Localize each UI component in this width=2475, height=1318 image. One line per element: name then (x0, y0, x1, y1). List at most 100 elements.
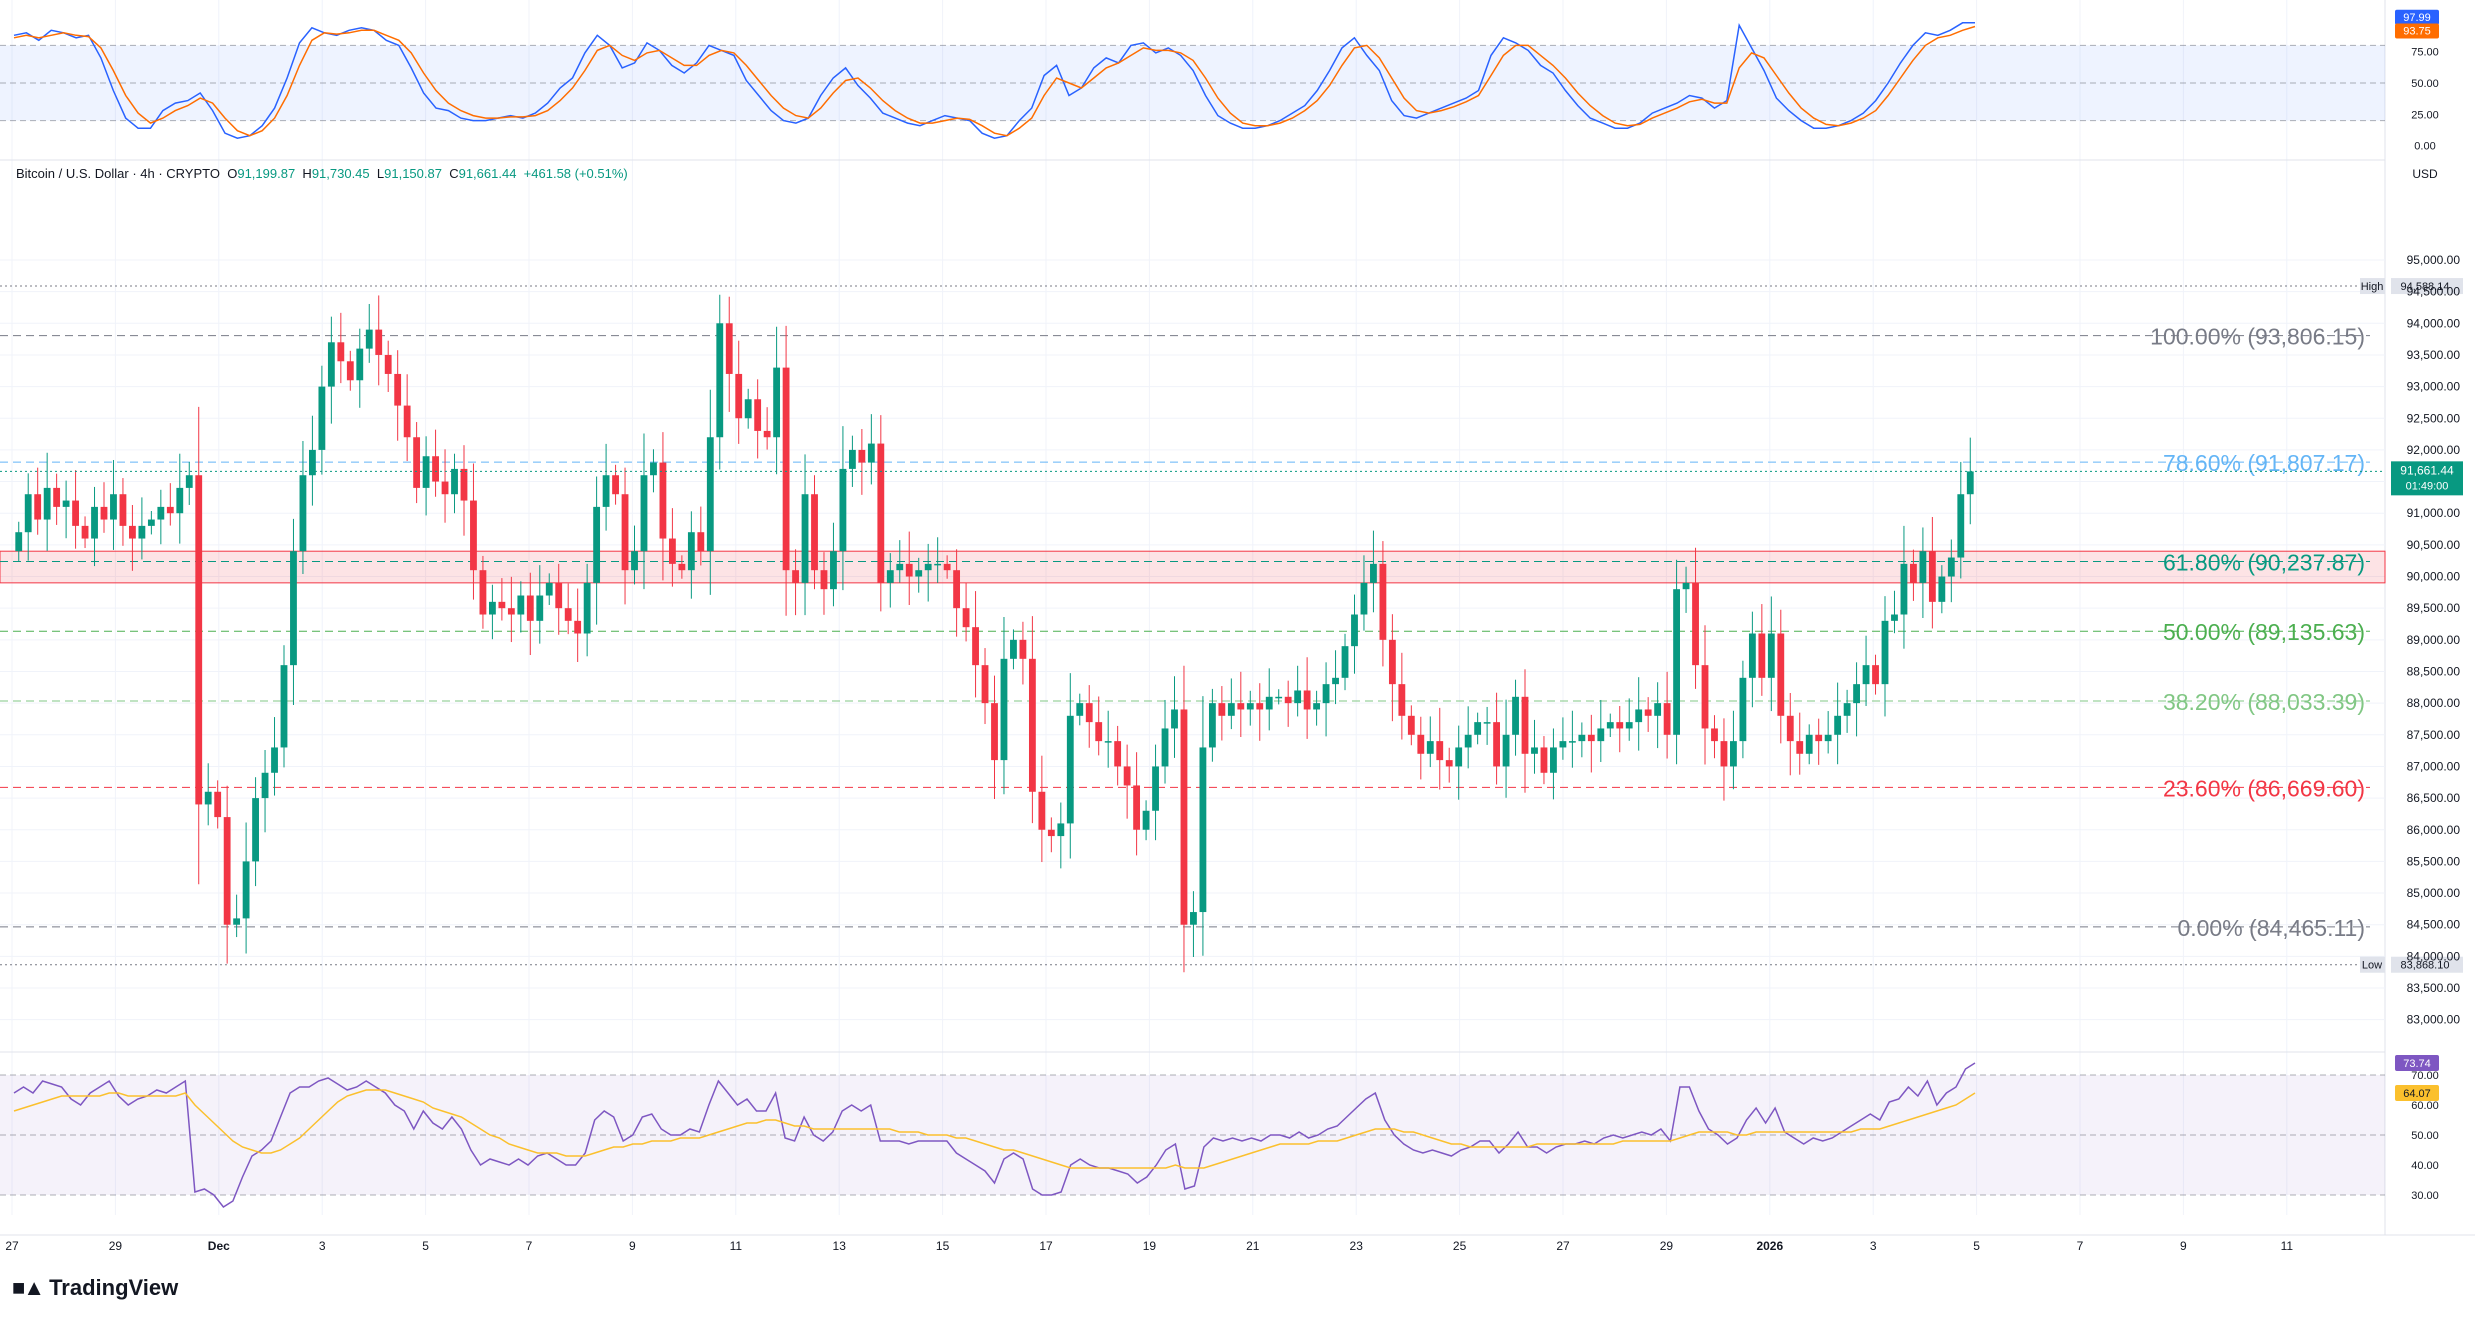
x-tick-label: 11 (730, 1239, 743, 1253)
countdown-label: 01:49:00 (2406, 480, 2449, 492)
low-marker-value: 83,868.10 (2401, 960, 2450, 972)
candle-body (1786, 715, 1794, 742)
currency-label: USD (2412, 167, 2438, 181)
candle-body (1597, 728, 1605, 742)
candle-body (1398, 684, 1406, 716)
candle-body (488, 601, 496, 615)
candle-body (318, 386, 326, 450)
x-tick-label: 29 (1660, 1239, 1674, 1253)
candle-body (735, 373, 743, 419)
close-value: 91,661.44 (458, 166, 517, 181)
candle-body (602, 475, 610, 507)
x-tick-label: 25 (1453, 1239, 1467, 1253)
candle-body (612, 475, 619, 495)
candle-body (346, 361, 354, 381)
candle-body (356, 348, 364, 381)
candle-body (422, 456, 430, 488)
stoch-tick-label: 25.00 (2411, 109, 2439, 121)
candle-body (564, 608, 572, 621)
price-tick-label: 85,000.00 (2407, 886, 2461, 900)
x-tick-label: 19 (1143, 1239, 1157, 1253)
x-tick-label: 27 (5, 1239, 19, 1253)
change-value: +461.58 (+0.51%) (523, 166, 628, 181)
candle-body (593, 506, 601, 583)
x-tick-label: 5 (422, 1239, 429, 1253)
candle-body (1957, 494, 1965, 558)
candle-body (943, 563, 951, 571)
candle-body (706, 437, 714, 552)
candle-body (650, 462, 657, 476)
candle-body (1256, 703, 1264, 710)
rsi-tick-label: 50.00 (2411, 1130, 2439, 1142)
candle-body (1284, 696, 1292, 704)
x-tick-label: 13 (833, 1239, 847, 1253)
stoch-tick-label: 50.00 (2411, 78, 2439, 90)
candle-body (1085, 703, 1093, 723)
candle-body (1796, 741, 1804, 754)
candle-body (1673, 589, 1680, 735)
candle-body (1966, 471, 1974, 495)
candle-body (1587, 734, 1595, 742)
high-marker-value-tag (2391, 278, 2463, 295)
candle-body (43, 487, 51, 520)
rsi-tick-label: 40.00 (2411, 1160, 2439, 1172)
candle-body (1417, 734, 1425, 754)
high-marker-tag (2360, 278, 2385, 295)
grid (0, 0, 2475, 1236)
price-tick-label: 86,000.00 (2407, 823, 2461, 837)
low-marker-label: Low (2362, 960, 2382, 972)
rsi-value-badge (2395, 1085, 2439, 1101)
candle-body (972, 627, 979, 666)
candle-body (725, 323, 733, 374)
candle-body (1654, 703, 1662, 716)
candle-body (1559, 741, 1567, 748)
candle-body (1947, 557, 1955, 577)
candle-body (1010, 639, 1017, 659)
candle-body (1502, 734, 1510, 767)
candle-body (1303, 690, 1311, 710)
candle-body (1000, 658, 1008, 761)
candle-body (1692, 582, 1699, 666)
candle-body (299, 475, 307, 552)
price-tick-label: 84,000.00 (2407, 949, 2461, 963)
candle-body (1104, 741, 1112, 743)
price-tick-label: 92,500.00 (2407, 411, 2461, 425)
stoch-value-label: 97.99 (2403, 12, 2431, 24)
candle-body (1730, 741, 1737, 767)
candle-body (280, 665, 288, 748)
candle-body (754, 399, 762, 431)
candle-body (934, 563, 942, 566)
candle-body (867, 443, 875, 463)
candle-body (1625, 722, 1633, 729)
candle-body (763, 430, 771, 438)
tradingview-logo[interactable]: ■▲ TradingView (12, 1275, 178, 1301)
price-tick-label: 90,500.00 (2407, 538, 2461, 552)
fibonacci-retracement: 100.00% (93,806.15) 78.60% (91,807.17) 61.… (0, 278, 2463, 973)
price-tick-label: 89,500.00 (2407, 601, 2461, 615)
high-marker-label: High (2361, 281, 2384, 293)
candle-body (15, 532, 23, 552)
x-tick-label: 9 (629, 1239, 636, 1253)
fib-level-label: 0.00% (84,465.11) (2177, 915, 2365, 941)
candle-body (365, 329, 373, 349)
candle-body (526, 595, 534, 621)
candle-body (1152, 766, 1159, 811)
candlestick-series (15, 294, 1974, 973)
candle-body (1076, 703, 1084, 716)
candle-body (678, 563, 686, 571)
candle-body (62, 500, 70, 507)
candle-body (375, 329, 383, 355)
candle-body (1142, 810, 1150, 830)
fib-level-label: 23.60% (86,669.60) (2163, 775, 2365, 801)
candle-body (72, 500, 79, 526)
candle-body (1834, 715, 1842, 735)
fib-level-label: 50.00% (89,135.63) (2163, 619, 2365, 645)
candle-body (1190, 912, 1197, 925)
candle-body (1767, 633, 1775, 678)
candle-body (394, 373, 402, 406)
low-marker-tag (2360, 956, 2385, 973)
rsi-tick-label: 60.00 (2411, 1100, 2439, 1112)
candle-body (1512, 696, 1519, 735)
price-tick-label: 91,000.00 (2407, 506, 2461, 520)
